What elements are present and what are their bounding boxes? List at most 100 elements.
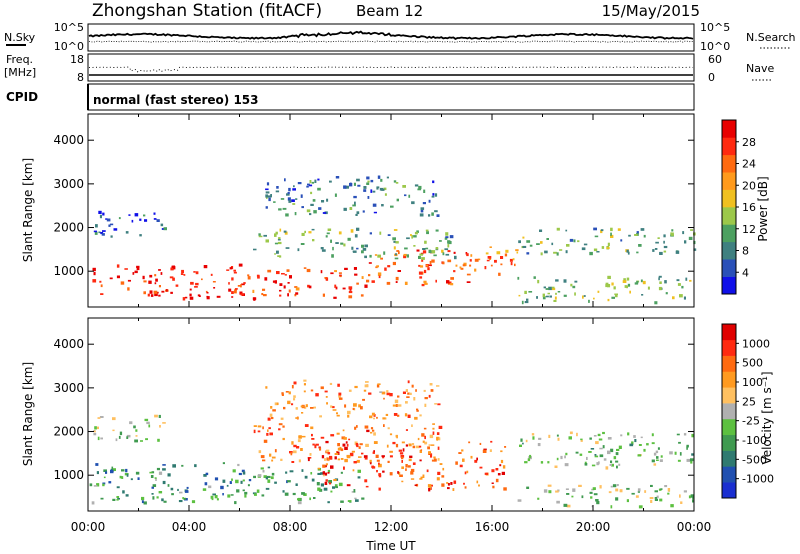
echo-cell (148, 280, 152, 284)
echo-cell (158, 491, 163, 494)
echo-cell (364, 384, 369, 388)
echo-cell (153, 218, 157, 220)
echo-cell (356, 211, 360, 215)
echo-cell (368, 274, 371, 277)
echo-cell (269, 413, 273, 417)
colorbar-segment (722, 120, 736, 138)
echo-cell (432, 180, 435, 184)
echo-cell (154, 414, 158, 418)
echo-cell (232, 469, 236, 473)
echo-cell (616, 484, 619, 487)
echo-cell (610, 232, 612, 236)
echo-cell (194, 464, 197, 468)
power-ylabel: Slant Range [km] (21, 158, 35, 262)
echo-cell (134, 213, 139, 217)
echo-cell (336, 432, 340, 435)
colorbar-segment (722, 418, 736, 436)
echo-cell (504, 253, 508, 257)
echo-cell (334, 284, 337, 288)
echo-cell (222, 462, 225, 465)
echo-cell (404, 413, 408, 417)
echo-cell (424, 397, 428, 400)
echo-cell (395, 443, 399, 448)
echo-cell (566, 493, 570, 495)
echo-cell (100, 437, 103, 440)
echo-cell (361, 276, 364, 279)
echo-cell (631, 441, 634, 445)
echo-cell (238, 472, 242, 476)
echo-cell (423, 280, 427, 284)
echo-cell (325, 277, 329, 281)
echo-cell (280, 198, 285, 200)
echo-cell (324, 458, 326, 461)
echo-cell (600, 229, 604, 232)
echo-cell (317, 467, 320, 470)
echo-cell (342, 429, 345, 432)
echo-cell (368, 392, 372, 395)
echo-cell (379, 231, 382, 235)
echo-cell (336, 414, 340, 417)
echo-cell (436, 477, 440, 481)
echo-cell (345, 185, 349, 189)
echo-cell (404, 194, 407, 197)
echo-cell (606, 247, 610, 249)
echo-cell (108, 481, 112, 484)
echo-cell (267, 479, 271, 483)
echo-cell (335, 176, 340, 179)
echo-cell (322, 212, 327, 214)
echo-cell (686, 446, 688, 450)
station-title: Zhongshan Station (fitACF) (92, 1, 322, 21)
echo-cell (172, 464, 176, 468)
echo-cell (113, 228, 118, 231)
echo-cell (157, 438, 160, 442)
echo-cell (92, 267, 96, 272)
echo-cell (399, 452, 404, 455)
echo-cell (580, 438, 583, 441)
echo-cell (389, 393, 393, 397)
echo-cell (337, 458, 340, 461)
echo-cell (333, 479, 337, 482)
echo-cell (398, 251, 400, 255)
echo-cell (614, 293, 618, 296)
echo-cell (407, 380, 410, 384)
echo-cell (501, 471, 505, 475)
echo-cell (301, 469, 304, 472)
echo-cell (265, 194, 268, 198)
echo-cell (275, 190, 280, 193)
echo-cell (677, 283, 681, 286)
echo-cell (248, 479, 252, 482)
y-tick-label: 1000 (53, 264, 84, 278)
echo-cell (362, 210, 365, 213)
echo-cell (108, 224, 111, 227)
echo-cell (240, 284, 242, 288)
echo-cell (616, 448, 620, 451)
echo-cell (342, 287, 346, 290)
echo-cell (124, 268, 128, 270)
echo-cell (416, 408, 419, 411)
echo-cell (150, 475, 154, 478)
echo-cell (437, 458, 440, 461)
echo-cell (258, 235, 263, 238)
echo-cell (265, 239, 269, 243)
echo-cell (565, 229, 568, 232)
echo-cell (683, 490, 687, 493)
echo-cell (297, 498, 301, 501)
colorbar-tick-label: -100 (742, 434, 767, 447)
echo-cell (310, 407, 314, 409)
echo-cell (594, 455, 599, 458)
echo-cell (143, 501, 147, 505)
echo-cell (275, 231, 278, 235)
echo-cell (455, 264, 458, 267)
echo-cell (442, 261, 445, 265)
echo-cell (540, 461, 544, 464)
echo-cell (538, 437, 542, 440)
echo-cell (344, 267, 348, 270)
echo-cell (610, 485, 613, 488)
echo-cell (312, 199, 316, 202)
echo-cell (395, 241, 399, 244)
echo-cell (183, 274, 186, 276)
echo-cell (651, 442, 655, 445)
echo-cell (142, 275, 145, 280)
echo-cell (406, 396, 410, 398)
echo-cell (287, 192, 290, 195)
